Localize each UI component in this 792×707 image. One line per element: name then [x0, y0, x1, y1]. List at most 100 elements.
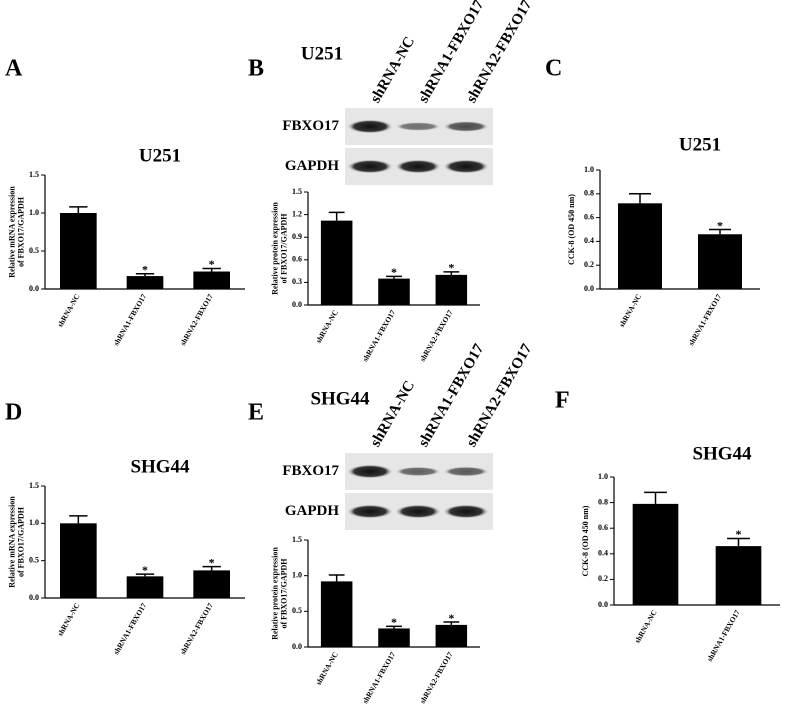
- y-tick-label: 0.0: [598, 600, 608, 609]
- blot-band: [443, 504, 489, 519]
- significance-star: *: [209, 257, 215, 271]
- bar: [126, 276, 164, 289]
- significance-star: *: [736, 527, 742, 541]
- y-axis-label: Relative mRNA expression: [7, 186, 16, 278]
- panel-letter: F: [555, 388, 570, 414]
- bar: [378, 628, 410, 647]
- y-tick-label: 0.9: [292, 232, 302, 241]
- row-label: GAPDH: [285, 158, 339, 174]
- y-tick-label: 1.2: [292, 209, 302, 218]
- bar: [632, 503, 679, 605]
- significance-star: *: [448, 261, 454, 275]
- blot-band: [395, 122, 441, 131]
- y-tick-label: 0.2: [584, 260, 594, 269]
- bar: [378, 278, 410, 305]
- row-label: FBXO17: [282, 118, 339, 134]
- y-tick-label: 0.0: [29, 284, 39, 293]
- y-axis-label: Relative protein expression: [270, 202, 279, 295]
- x-tick-label: shRNA-NC: [633, 608, 659, 644]
- chart-title: U251: [679, 134, 721, 155]
- y-tick-label: 1.0: [598, 472, 608, 481]
- y-tick-label: 0.0: [584, 284, 594, 293]
- y-tick-label: 1.5: [292, 535, 302, 544]
- x-tick-label: shRNA2-FBXO17: [178, 292, 215, 347]
- row-label: FBXO17: [282, 463, 339, 479]
- y-tick-label: 1.0: [29, 518, 39, 527]
- y-tick-label: 0.5: [29, 555, 39, 564]
- x-tick-label: shRNA1-FBXO17: [360, 308, 397, 363]
- x-tick-label: shRNA2-FBXO17: [178, 601, 215, 656]
- y-axis-label: Relative protein expression: [270, 547, 279, 640]
- y-tick-label: 0.0: [29, 593, 39, 602]
- bar: [60, 213, 97, 289]
- x-tick-label: shRNA-NC: [314, 308, 340, 344]
- significance-star: *: [209, 555, 215, 569]
- y-tick-label: 0.8: [584, 189, 594, 198]
- y-tick-label: 0.6: [598, 523, 608, 532]
- bar: [320, 581, 353, 647]
- y-axis-label: of FBXO17/GAPDH: [16, 506, 25, 577]
- chart-title: SHG44: [692, 443, 752, 464]
- y-tick-label: 1.0: [29, 208, 39, 217]
- bar: [698, 234, 742, 289]
- x-tick-label: shRNA-NC: [314, 650, 340, 686]
- x-tick-label: shRNA1-FBXO17: [686, 292, 723, 347]
- y-axis-label: of FBXO17/GAPDH: [279, 558, 288, 629]
- y-tick-label: 1.5: [29, 170, 39, 179]
- bar: [435, 624, 468, 647]
- y-tick-label: 0.8: [598, 497, 608, 506]
- blot-band: [347, 504, 393, 519]
- blot-band: [347, 119, 393, 134]
- significance-star: *: [142, 263, 148, 277]
- significance-star: *: [142, 563, 148, 577]
- y-tick-label: 0.6: [584, 212, 594, 221]
- y-tick-label: 0.0: [292, 642, 302, 651]
- panel-letter: B: [248, 56, 264, 82]
- x-tick-label: shRNA2-FBXO17: [418, 650, 455, 705]
- significance-star: *: [448, 611, 454, 625]
- blot-band: [347, 159, 393, 174]
- significance-star: *: [391, 265, 397, 279]
- x-tick-label: shRNA1-FBXO17: [111, 292, 148, 347]
- bar: [715, 546, 762, 605]
- significance-star: *: [391, 615, 397, 629]
- y-tick-label: 0.4: [584, 236, 594, 245]
- lane-label: shRNA-NC: [368, 378, 419, 450]
- y-tick-label: 0.3: [292, 277, 302, 286]
- y-tick-label: 1.0: [292, 570, 302, 579]
- y-axis-label: of FBXO17/GAPDH: [16, 196, 25, 267]
- lane-label: shRNA-NC: [368, 34, 419, 106]
- y-tick-label: 0.5: [29, 246, 39, 255]
- blot-band: [395, 504, 441, 519]
- blot-band: [347, 464, 393, 479]
- bar: [126, 576, 164, 598]
- bar: [435, 274, 468, 305]
- x-tick-label: shRNA2-FBXO17: [418, 308, 455, 363]
- row-label: GAPDH: [285, 503, 339, 519]
- bar: [193, 271, 230, 289]
- bar: [60, 523, 97, 598]
- blot-band: [443, 121, 489, 132]
- panel-letter: E: [248, 400, 264, 426]
- y-tick-label: 1.0: [584, 165, 594, 174]
- y-axis-label: CCK-8 (OD 450 nm): [567, 194, 576, 265]
- y-tick-label: 0.2: [598, 574, 608, 583]
- y-tick-label: 0.4: [598, 549, 608, 558]
- y-axis-label: of FBXO17/GAPDH: [279, 213, 288, 284]
- y-tick-label: 1.5: [292, 187, 302, 196]
- y-axis-label: Relative mRNA expression: [7, 496, 16, 588]
- y-tick-label: 0.0: [292, 300, 302, 309]
- blot-band: [443, 159, 489, 174]
- chart-title: SHG44: [130, 456, 190, 477]
- y-axis-label: CCK-8 (OD 450 nm): [581, 505, 590, 576]
- bar: [193, 570, 230, 598]
- x-tick-label: shRNA1-FBXO17: [705, 608, 742, 663]
- panel-letter: D: [5, 400, 22, 426]
- blot-title: U251: [301, 43, 343, 64]
- x-tick-label: shRNA-NC: [55, 292, 81, 328]
- blot-band: [395, 466, 441, 477]
- blot-band: [443, 466, 489, 477]
- x-tick-label: shRNA1-FBXO17: [360, 650, 397, 705]
- panel-letter: A: [5, 56, 23, 82]
